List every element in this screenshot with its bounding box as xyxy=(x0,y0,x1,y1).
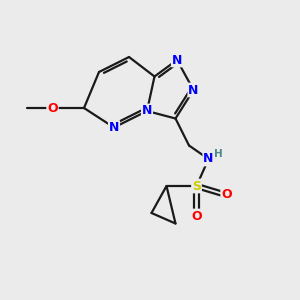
Text: N: N xyxy=(109,121,119,134)
Text: S: S xyxy=(192,179,201,193)
Text: O: O xyxy=(191,209,202,223)
Text: O: O xyxy=(47,101,58,115)
Text: H: H xyxy=(214,148,223,159)
Text: O: O xyxy=(221,188,232,202)
Text: N: N xyxy=(188,83,199,97)
Text: N: N xyxy=(203,152,214,166)
Text: N: N xyxy=(172,53,182,67)
Text: N: N xyxy=(142,104,152,118)
